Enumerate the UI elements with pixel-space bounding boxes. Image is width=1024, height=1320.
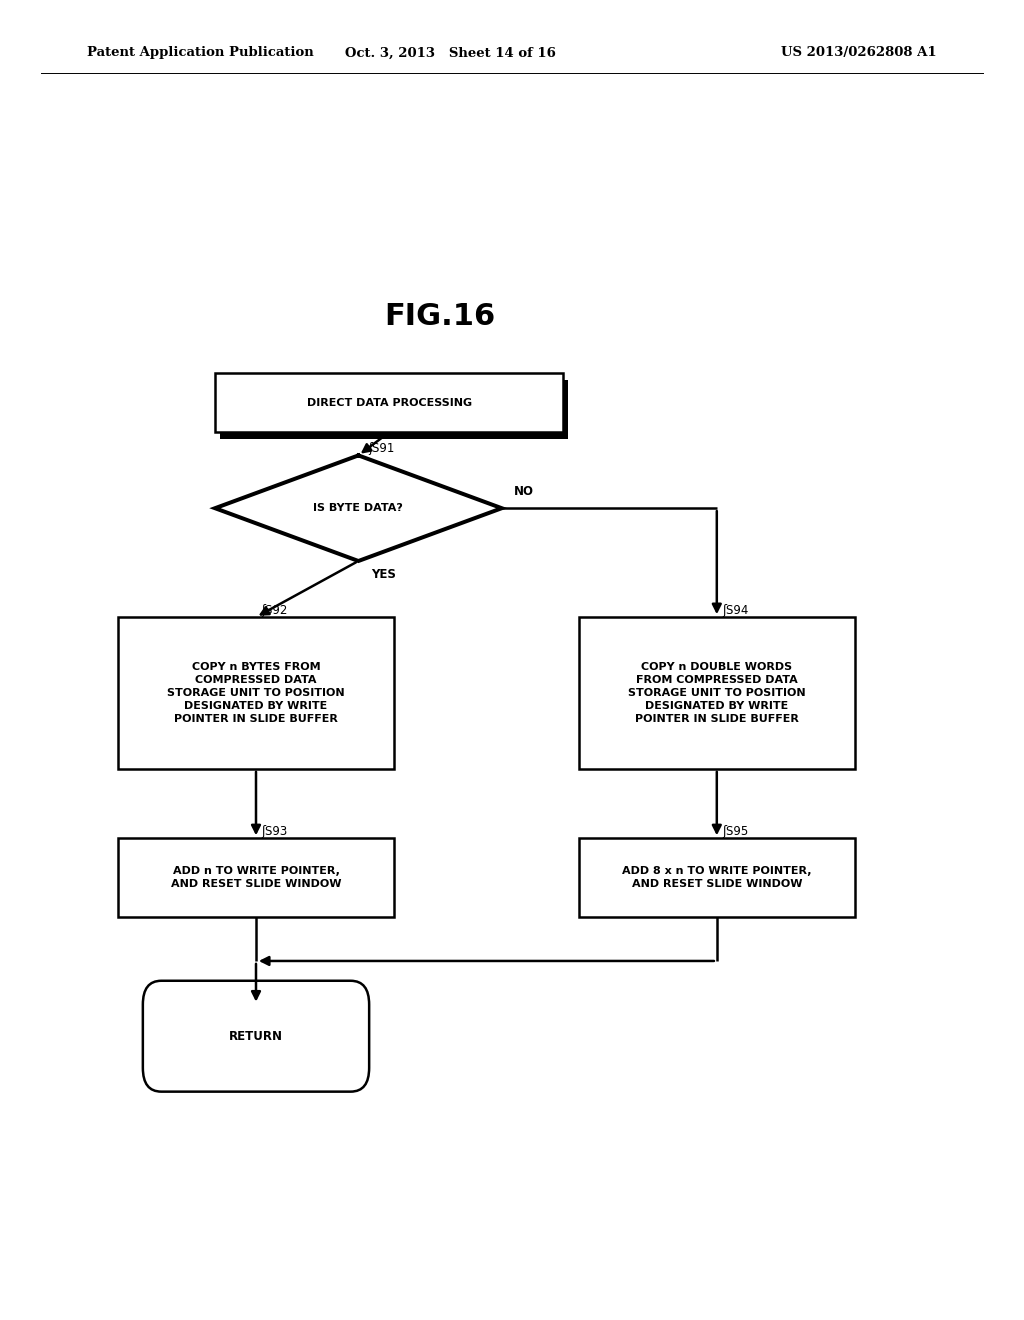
FancyBboxPatch shape [118, 618, 394, 768]
Text: COPY n DOUBLE WORDS
FROM COMPRESSED DATA
STORAGE UNIT TO POSITION
DESIGNATED BY : COPY n DOUBLE WORDS FROM COMPRESSED DATA… [628, 663, 806, 723]
Text: US 2013/0262808 A1: US 2013/0262808 A1 [781, 46, 937, 59]
Text: ʃS93: ʃS93 [261, 825, 288, 838]
FancyBboxPatch shape [220, 380, 568, 438]
Text: NO: NO [514, 484, 535, 498]
Text: ADD 8 x n TO WRITE POINTER,
AND RESET SLIDE WINDOW: ADD 8 x n TO WRITE POINTER, AND RESET SL… [622, 866, 812, 890]
Text: Patent Application Publication: Patent Application Publication [87, 46, 313, 59]
Text: Oct. 3, 2013   Sheet 14 of 16: Oct. 3, 2013 Sheet 14 of 16 [345, 46, 556, 59]
Text: DIRECT DATA PROCESSING: DIRECT DATA PROCESSING [306, 397, 472, 408]
Text: ʃS91: ʃS91 [369, 442, 395, 455]
FancyBboxPatch shape [215, 372, 563, 433]
Text: RETURN: RETURN [229, 1030, 283, 1043]
Text: IS BYTE DATA?: IS BYTE DATA? [313, 503, 403, 513]
Text: COPY n BYTES FROM
COMPRESSED DATA
STORAGE UNIT TO POSITION
DESIGNATED BY WRITE
P: COPY n BYTES FROM COMPRESSED DATA STORAG… [167, 663, 345, 723]
Text: ADD n TO WRITE POINTER,
AND RESET SLIDE WINDOW: ADD n TO WRITE POINTER, AND RESET SLIDE … [171, 866, 341, 890]
FancyBboxPatch shape [579, 838, 855, 917]
Text: ʃS92: ʃS92 [261, 605, 288, 618]
FancyBboxPatch shape [143, 981, 370, 1092]
Text: FIG.16: FIG.16 [385, 302, 496, 331]
FancyBboxPatch shape [579, 618, 855, 768]
Text: ʃS95: ʃS95 [722, 825, 749, 838]
FancyBboxPatch shape [118, 838, 394, 917]
Text: YES: YES [371, 568, 395, 581]
Text: ʃS94: ʃS94 [722, 605, 749, 618]
